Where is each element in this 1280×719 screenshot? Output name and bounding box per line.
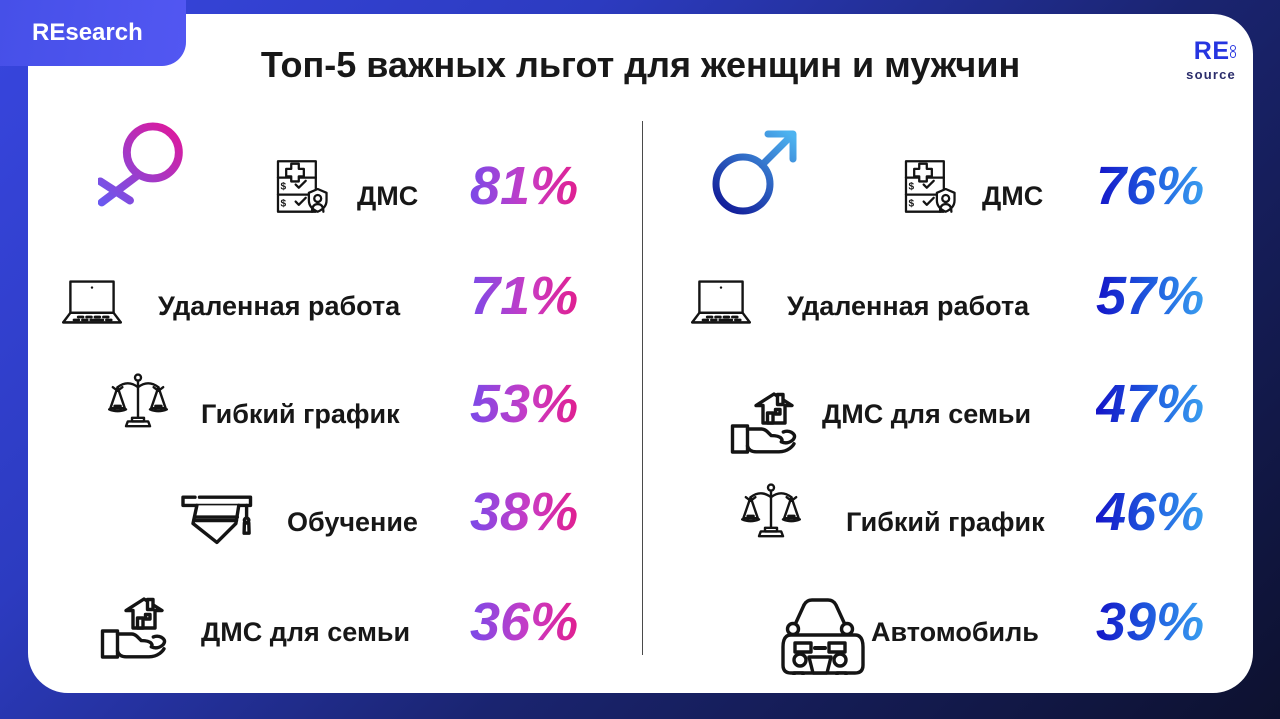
svg-text:$: $ xyxy=(281,182,287,193)
svg-text:$: $ xyxy=(281,199,287,210)
svg-text:$: $ xyxy=(909,199,915,210)
svg-text:$: $ xyxy=(909,182,915,193)
